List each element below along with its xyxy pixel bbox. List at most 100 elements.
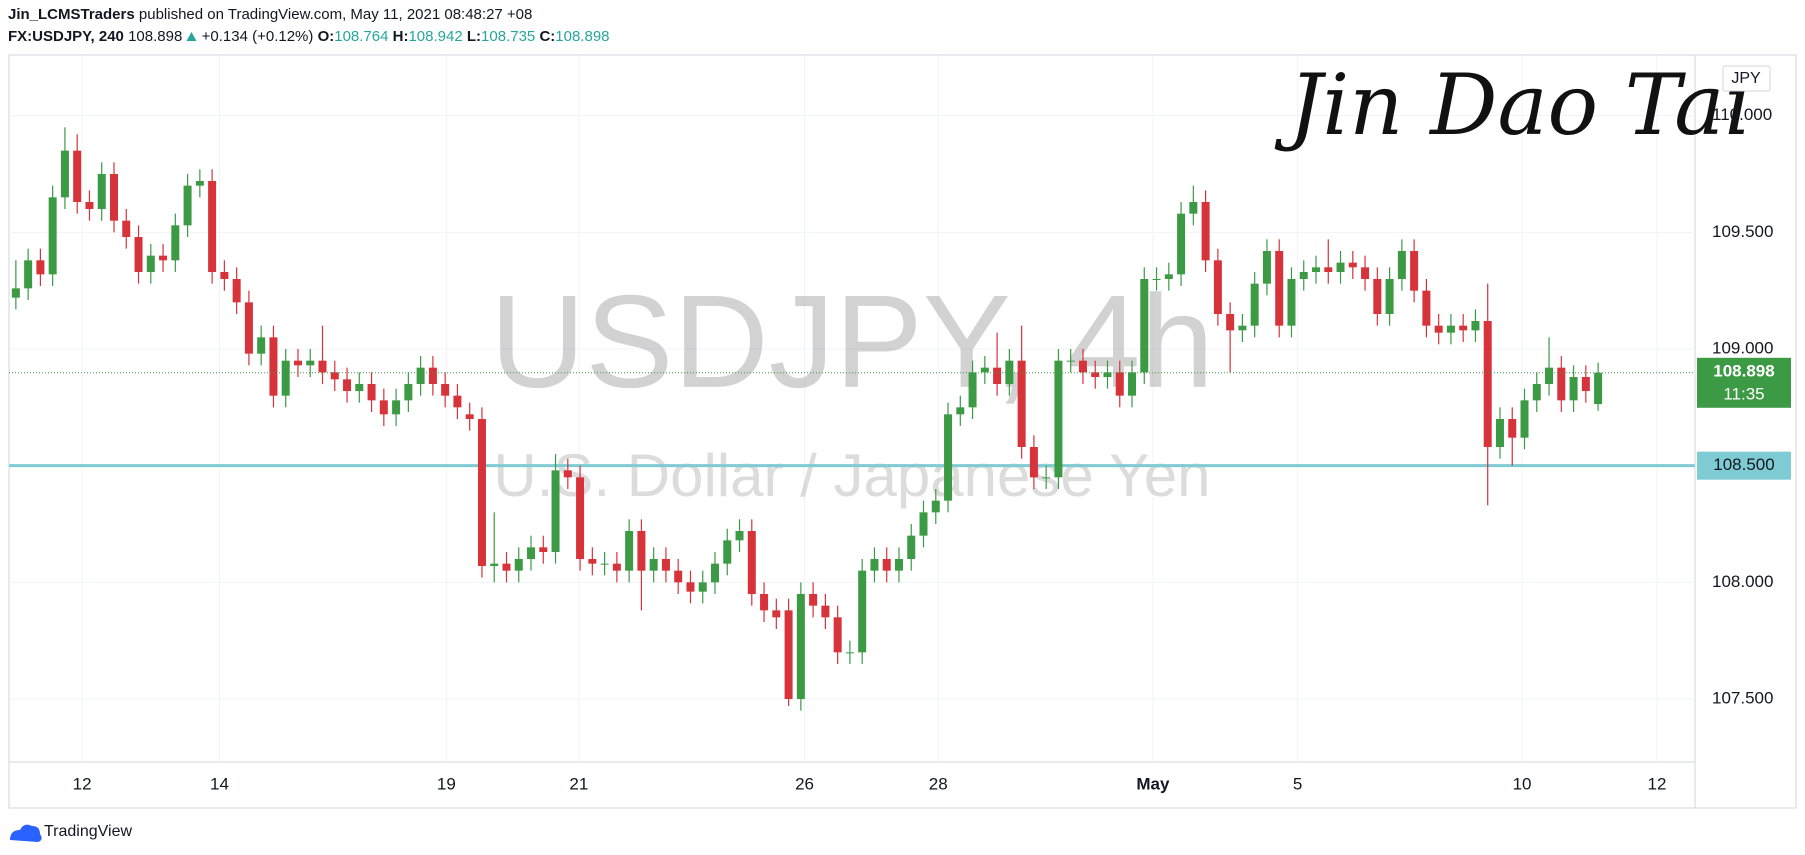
last-price-label: 108.898 bbox=[1713, 361, 1774, 380]
candle-body bbox=[600, 563, 609, 565]
candle-body bbox=[944, 414, 953, 501]
candle-body bbox=[60, 150, 69, 198]
candle-body bbox=[993, 367, 1002, 384]
c-label: C: bbox=[539, 28, 556, 45]
candle-body bbox=[441, 384, 450, 396]
candle-body bbox=[1140, 279, 1149, 373]
countdown: 11:35 bbox=[1723, 384, 1764, 403]
candle-body bbox=[1005, 360, 1014, 384]
o-label: O: bbox=[317, 28, 335, 45]
candle-body bbox=[1115, 372, 1124, 396]
candle-body bbox=[968, 372, 977, 408]
candle-body bbox=[674, 570, 683, 583]
last-price-box bbox=[1697, 357, 1791, 408]
candle-body bbox=[649, 559, 658, 571]
candle-body bbox=[85, 202, 94, 209]
candle-body bbox=[514, 559, 523, 571]
candle-body bbox=[97, 174, 106, 209]
candle-body bbox=[809, 594, 818, 606]
candle-body bbox=[1250, 283, 1259, 326]
candle-body bbox=[1226, 314, 1235, 331]
candle-body bbox=[1532, 384, 1541, 401]
level-label-box bbox=[1697, 451, 1791, 480]
candle-body bbox=[343, 379, 352, 391]
candle-body bbox=[1581, 377, 1590, 391]
candle-body bbox=[637, 531, 646, 571]
candle-body bbox=[465, 414, 474, 419]
level-label: 108.500 bbox=[1713, 455, 1774, 474]
candle-body bbox=[1189, 202, 1198, 214]
o-value: 108.764 bbox=[334, 28, 389, 45]
candle-body bbox=[355, 384, 364, 391]
candle-body bbox=[293, 360, 302, 366]
h-value: 108.942 bbox=[408, 28, 463, 45]
candle-body bbox=[1594, 372, 1603, 405]
candle-body bbox=[931, 500, 940, 513]
candle-body bbox=[1520, 400, 1529, 438]
candle-body bbox=[588, 559, 597, 564]
candle-body bbox=[1385, 279, 1394, 314]
candle-body bbox=[551, 470, 560, 552]
candle-body bbox=[796, 594, 805, 699]
candle-body bbox=[539, 547, 548, 552]
candle-body bbox=[146, 255, 155, 272]
candle-body bbox=[257, 337, 266, 354]
candle-body bbox=[502, 563, 511, 571]
candle-body bbox=[1275, 251, 1284, 326]
candle-body bbox=[845, 652, 854, 654]
candle-body bbox=[208, 181, 217, 272]
up-arrow bbox=[186, 32, 197, 41]
candle-body bbox=[1177, 213, 1186, 275]
y-tick-label: 110.000 bbox=[1712, 105, 1772, 124]
candle-body bbox=[1471, 321, 1480, 331]
candle-body bbox=[183, 185, 192, 226]
candle-body bbox=[477, 419, 486, 566]
candle-body bbox=[1152, 279, 1161, 280]
candle-body bbox=[1091, 372, 1100, 377]
symbol: FX:USDJPY, 240 bbox=[8, 28, 124, 45]
footer-logo bbox=[10, 824, 42, 842]
candle-body bbox=[1017, 360, 1026, 447]
x-tick-label: 26 bbox=[795, 774, 814, 793]
candle-body bbox=[392, 400, 401, 415]
currency: JPY bbox=[1731, 70, 1761, 87]
candle-body bbox=[821, 605, 830, 618]
candle-body bbox=[980, 367, 989, 373]
c-value: 108.898 bbox=[555, 28, 610, 45]
candle-body bbox=[612, 563, 621, 571]
candle-body bbox=[784, 610, 793, 699]
watermark-subtitle: U.S. Dollar / Japanese Yen bbox=[493, 442, 1210, 509]
candle-body bbox=[36, 260, 45, 275]
candle-body bbox=[1483, 321, 1492, 447]
candle-body bbox=[232, 279, 241, 303]
candle-body bbox=[710, 563, 719, 583]
candle-body bbox=[919, 512, 928, 536]
candle-body bbox=[122, 220, 131, 237]
currency-box bbox=[1722, 65, 1771, 92]
candle-body bbox=[1078, 360, 1087, 373]
candle-body bbox=[367, 384, 376, 401]
x-tick-label: 19 bbox=[437, 774, 456, 793]
l-value: 108.735 bbox=[481, 28, 536, 45]
candle-body bbox=[404, 384, 413, 401]
candle-body bbox=[1054, 360, 1063, 478]
candle-body bbox=[109, 174, 118, 221]
candle-body bbox=[576, 477, 585, 559]
candle-body bbox=[686, 582, 695, 592]
candle-body bbox=[1373, 279, 1382, 314]
candle-body bbox=[330, 372, 339, 380]
y-tick-label: 107.500 bbox=[1712, 688, 1773, 707]
candle-body bbox=[1545, 367, 1554, 384]
candle-body bbox=[1238, 325, 1247, 331]
author: Jin_LCMSTraders bbox=[8, 6, 135, 23]
candle-body bbox=[269, 337, 278, 396]
candle-body bbox=[11, 288, 20, 298]
candle-body bbox=[1434, 325, 1443, 333]
candle-body bbox=[1262, 251, 1271, 284]
y-tick-label: 108.000 bbox=[1712, 572, 1773, 591]
candle-body bbox=[1410, 251, 1419, 291]
candle-body bbox=[1508, 419, 1517, 438]
candle-body bbox=[1397, 251, 1406, 279]
candle-body bbox=[1422, 290, 1431, 326]
